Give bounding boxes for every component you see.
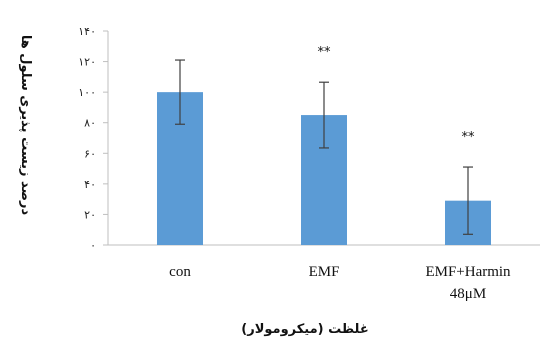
y-tick-label: ۴٠ xyxy=(84,178,96,191)
y-ticks: ٠ ٢٠ ۴٠ ۶٠ ٨٠ ١٠٠ ١٢٠ ١۴٠ xyxy=(78,25,108,252)
bars xyxy=(157,92,491,246)
y-tick-label: ٨٠ xyxy=(84,117,96,130)
category-label: EMF+Harmin xyxy=(425,264,511,280)
y-tick-label: ١۴٠ xyxy=(78,25,96,38)
significance-label: ** xyxy=(462,130,476,145)
significance-label: ** xyxy=(318,45,332,60)
y-tick-label: ٠ xyxy=(90,239,96,252)
category-label-line2: 48μM xyxy=(450,286,486,302)
annotations: ** ** xyxy=(318,45,476,145)
y-tick-label: ١٠٠ xyxy=(78,86,96,99)
error-bars xyxy=(175,59,473,235)
y-tick-label: ۶٠ xyxy=(84,147,96,160)
category-labels: con EMF EMF+Harmin 48μM xyxy=(169,264,511,302)
y-axis-title: درصد زیست پذیری سلول ها xyxy=(18,35,33,216)
category-label: con xyxy=(169,264,191,280)
y-tick-label: ١٢٠ xyxy=(78,56,96,69)
category-label: EMF xyxy=(309,264,340,280)
x-axis-title: غلظت (میکرومولار) xyxy=(241,322,368,337)
y-tick-label: ٢٠ xyxy=(84,208,96,221)
